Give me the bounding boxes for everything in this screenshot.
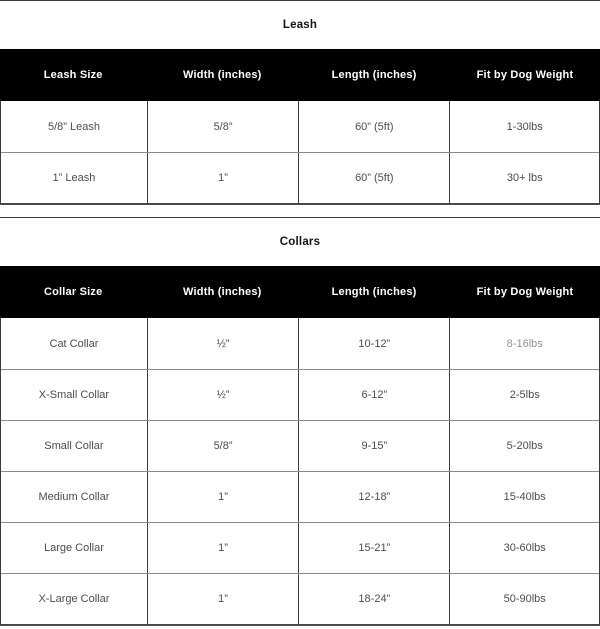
table-cell: 1” Leash bbox=[52, 172, 96, 184]
table-cell: 8-16lbs bbox=[449, 318, 599, 369]
table-cell: Large Collar bbox=[43, 542, 104, 554]
column-header: Width (inches) bbox=[183, 286, 262, 298]
table-cell: Small Collar bbox=[44, 440, 104, 452]
leash-section: Leash Leash Size Width (inches) Length (in… bbox=[0, 0, 600, 205]
table-cell: X-Small Collar bbox=[38, 389, 110, 401]
table-cell: 5/8” bbox=[146, 101, 298, 152]
table-row: Large Collar 1” 15-21” 30-60lbs bbox=[1, 522, 599, 573]
table-cell: 30+ lbs bbox=[449, 153, 599, 203]
table-cell: 5-20lbs bbox=[449, 421, 599, 471]
column-header: Fit by Dog Weight bbox=[476, 69, 574, 81]
leash-table-header-row: Leash Size Width (inches) Length (inches) F… bbox=[0, 49, 600, 101]
table-cell: 5/8” bbox=[146, 421, 298, 471]
leash-table-body: 5/8” Leash 5/8” 60” (5ft) 1-30lbs 1” Leash 1”… bbox=[0, 101, 600, 205]
table-row: Medium Collar 1” 12-18” 15-40lbs bbox=[1, 471, 599, 522]
leash-table-title: Leash bbox=[282, 19, 318, 31]
table-cell: 15-40lbs bbox=[449, 472, 599, 522]
column-header: Leash Size bbox=[43, 69, 103, 81]
table-cell: 9-15” bbox=[298, 421, 449, 471]
table-row: 5/8” Leash 5/8” 60” (5ft) 1-30lbs bbox=[1, 101, 599, 152]
table-row: Small Collar 5/8” 9-15” 5-20lbs bbox=[1, 420, 599, 471]
table-cell: 5/8” Leash bbox=[47, 120, 100, 133]
table-cell: Medium Collar bbox=[38, 491, 110, 503]
table-cell: 1” bbox=[146, 523, 298, 573]
table-cell: 18-24” bbox=[298, 574, 449, 624]
table-row: Cat Collar ½” 10-12” 8-16lbs bbox=[1, 318, 599, 369]
column-header: Width (inches) bbox=[183, 69, 262, 81]
column-header: Fit by Dog Weight bbox=[476, 286, 574, 298]
column-header: Length (inches) bbox=[331, 286, 417, 298]
collars-table-body: Cat Collar ½” 10-12” 8-16lbs X-Small Collar ½… bbox=[0, 318, 600, 626]
table-cell: 1” bbox=[146, 472, 298, 522]
table-cell: 60” (5ft) bbox=[298, 153, 449, 203]
table-cell: 2-5lbs bbox=[449, 370, 599, 420]
table-cell: Cat Collar bbox=[49, 337, 99, 350]
table-cell: 15-21” bbox=[298, 523, 449, 573]
table-row: X-Small Collar ½” 6-12” 2-5lbs bbox=[1, 369, 599, 420]
table-cell: ½” bbox=[146, 370, 298, 420]
table-cell: 1” bbox=[146, 153, 298, 203]
column-header: Length (inches) bbox=[331, 69, 417, 81]
table-row: X-Large Collar 1” 18-24” 50-90lbs bbox=[1, 573, 599, 624]
collars-table-header-row: Collar Size Width (inches) Length (inches)… bbox=[0, 266, 600, 318]
table-cell: 12-18” bbox=[298, 472, 449, 522]
table-row: 1” Leash 1” 60” (5ft) 30+ lbs bbox=[1, 152, 599, 203]
collars-section: Collars Collar Size Width (inches) Length … bbox=[0, 217, 600, 626]
table-cell: 10-12” bbox=[298, 318, 449, 369]
table-cell: 1” bbox=[146, 574, 298, 624]
table-cell: ½” bbox=[146, 318, 298, 369]
column-header: Collar Size bbox=[43, 286, 103, 298]
table-cell: 60” (5ft) bbox=[298, 101, 449, 152]
table-cell: 6-12” bbox=[298, 370, 449, 420]
collars-table-title: Collars bbox=[279, 236, 321, 248]
table-cell: X-Large Collar bbox=[38, 593, 110, 605]
table-cell: 30-60lbs bbox=[449, 523, 599, 573]
table-cell: 1-30lbs bbox=[449, 101, 599, 152]
table-cell: 50-90lbs bbox=[449, 574, 599, 624]
